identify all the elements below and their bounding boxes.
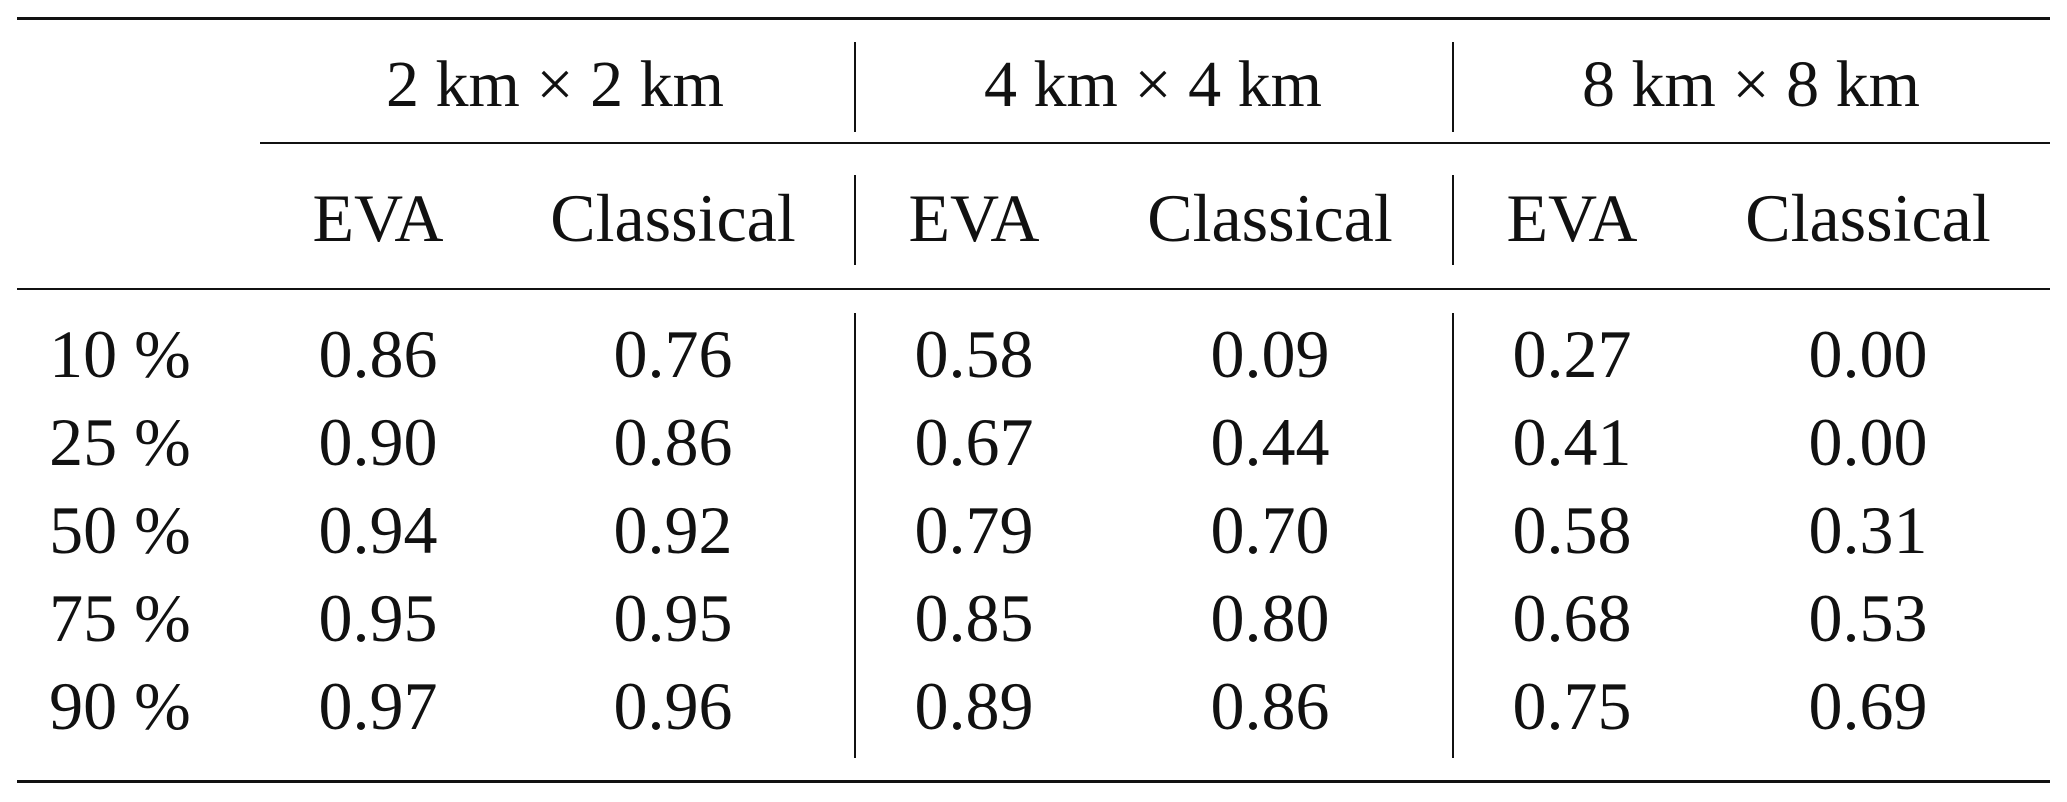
table-cell: 0.67 [914,404,1034,480]
row-label: 25 % [49,404,191,480]
table-cell: 0.86 [613,404,733,480]
table-cell: 0.75 [1512,668,1632,744]
table-cell: 0.44 [1210,404,1330,480]
column-header: EVA [1506,180,1638,256]
bottom-rule [17,780,2050,783]
table-cell: 0.80 [1210,580,1330,656]
group-separator [1452,42,1454,132]
table-cell: 0.53 [1808,580,1928,656]
table-cell: 0.95 [613,580,733,656]
column-header: Classical [1745,180,1991,256]
row-label: 50 % [49,492,191,568]
table-cell: 0.79 [914,492,1034,568]
row-label: 10 % [49,316,191,392]
table-cell: 0.09 [1210,316,1330,392]
body-separator [854,313,856,758]
body-separator [1452,313,1454,758]
column-header: Classical [550,180,796,256]
table-cell: 0.68 [1512,580,1632,656]
header-rule [17,288,2050,290]
table-cell: 0.89 [914,668,1034,744]
column-separator [854,175,856,265]
table-cell: 0.96 [613,668,733,744]
table-cell: 0.94 [318,492,438,568]
row-label: 90 % [49,668,191,744]
group-header: 4 km × 4 km [984,48,1322,121]
table-cell: 0.00 [1808,316,1928,392]
row-label: 75 % [49,580,191,656]
table-cell: 0.85 [914,580,1034,656]
table-cell: 0.70 [1210,492,1330,568]
table-cell: 0.86 [1210,668,1330,744]
table-cell: 0.76 [613,316,733,392]
table-cell: 0.41 [1512,404,1632,480]
table-cell: 0.58 [914,316,1034,392]
group-underline [260,142,2050,144]
table-cell: 0.86 [318,316,438,392]
table-cell: 0.90 [318,404,438,480]
top-rule [17,17,2050,20]
table-cell: 0.31 [1808,492,1928,568]
group-header: 2 km × 2 km [386,48,724,121]
table-cell: 0.27 [1512,316,1632,392]
table-cell: 0.92 [613,492,733,568]
table-cell: 0.00 [1808,404,1928,480]
group-separator [854,42,856,132]
table-cell: 0.97 [318,668,438,744]
column-separator [1452,175,1454,265]
column-header: Classical [1147,180,1393,256]
table-cell: 0.95 [318,580,438,656]
table-cell: 0.69 [1808,668,1928,744]
group-header: 8 km × 8 km [1582,48,1920,121]
table-cell: 0.58 [1512,492,1632,568]
column-header: EVA [908,180,1040,256]
column-header: EVA [312,180,444,256]
